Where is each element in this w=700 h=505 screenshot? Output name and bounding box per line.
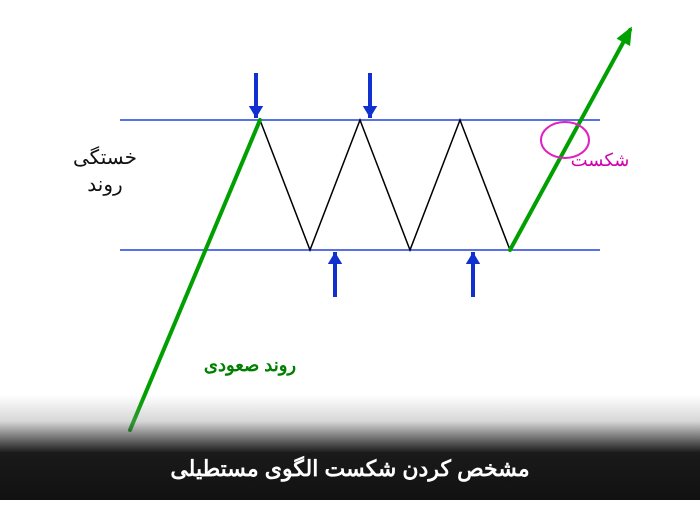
caption-text: مشخص کردن شکست الگوی مستطیلی: [170, 456, 529, 482]
uptrend-label: روند صعودی: [160, 355, 340, 376]
breakout-label: شکست: [510, 150, 690, 171]
caption-bar: مشخص کردن شکست الگوی مستطیلی: [0, 395, 700, 500]
exhaustion-label: خستگی روند: [15, 145, 195, 199]
